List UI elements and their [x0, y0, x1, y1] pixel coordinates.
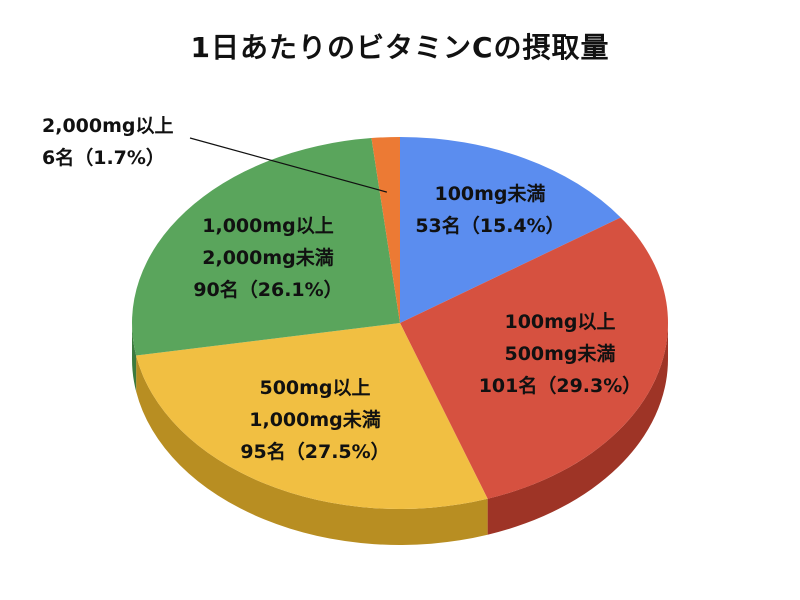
pie-slice-side-3 [136, 355, 488, 545]
slice-label-line: 95名（27.5%） [240, 440, 389, 463]
pie-slice-side-2 [487, 323, 668, 535]
pie-slice-4 [132, 138, 401, 356]
slice-label-line: 500mg未満 [504, 342, 615, 365]
slice-label-line: 101名（29.3%） [479, 374, 642, 397]
slice-label-line: 6名（1.7%） [42, 146, 165, 169]
slice-label-line: 2,000mg以上 [42, 115, 174, 137]
chart-title: 1日あたりのビタミンCの摂取量 [190, 31, 610, 64]
slice-label-line: 100mg以上 [504, 311, 615, 333]
slice-label-line: 1,000mg以上 [202, 215, 334, 237]
slice-label-2: 100mg以上 500mg未満 101名（29.3%） [479, 311, 642, 397]
slice-label-line: 500mg以上 [259, 377, 370, 399]
slice-label-5: 2,000mg以上 6名（1.7%） [42, 115, 174, 169]
slice-label-line: 2,000mg未満 [202, 246, 334, 269]
pie-slice-1 [400, 137, 621, 323]
pie-slice-side-4 [132, 323, 137, 392]
slice-label-line: 1,000mg未満 [249, 408, 381, 431]
slice-label-line: 53名（15.4%） [415, 214, 564, 237]
leader-line [189, 137, 387, 193]
slice-label-line: 90名（26.1%） [193, 278, 342, 301]
pie-slice-2 [400, 217, 668, 499]
slice-label-3: 500mg以上 1,000mg未満 95名（27.5%） [240, 377, 389, 463]
pie-slice-5 [371, 137, 400, 323]
slice-label-line: 100mg未満 [434, 182, 545, 205]
pie-slice-3 [136, 323, 488, 509]
slice-label-1: 100mg未満 53名（15.4%） [415, 182, 564, 237]
slice-label-4: 1,000mg以上 2,000mg未満 90名（26.1%） [193, 215, 342, 301]
